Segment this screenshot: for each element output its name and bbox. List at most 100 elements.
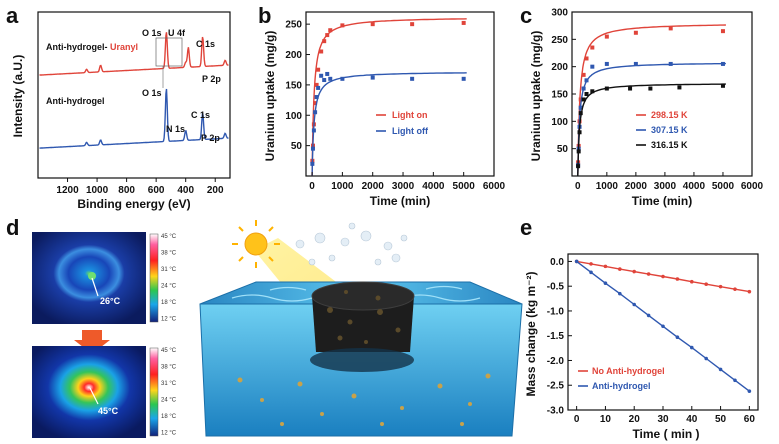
data-point xyxy=(604,86,609,91)
ytick-label: -0.5 xyxy=(547,282,565,293)
legend-316k: 316.15 K xyxy=(651,140,688,150)
data-point xyxy=(314,95,319,100)
data-point xyxy=(589,262,593,266)
data-point xyxy=(718,284,723,289)
colorbar-tick-label: 24 °C xyxy=(161,284,177,290)
colorbar-tick-label: 24 °C xyxy=(161,398,177,404)
fit-curve-1 xyxy=(311,72,467,177)
a-xtick-label: 800 xyxy=(118,185,135,196)
data-point xyxy=(661,324,665,329)
data-point xyxy=(328,76,333,81)
colorbar-tick-label: 38 °C xyxy=(161,365,177,371)
colorbar-tick-label: 38 °C xyxy=(161,251,177,257)
data-point xyxy=(648,86,653,91)
data-point xyxy=(668,61,673,66)
legend-hydrogel: Anti-hydrogel xyxy=(592,381,651,391)
data-point xyxy=(733,378,737,383)
data-point xyxy=(668,26,673,31)
xps-hydrogel-line xyxy=(39,88,229,149)
data-point xyxy=(322,39,327,44)
thermal-label-top: 26°C xyxy=(100,296,121,306)
data-point xyxy=(370,22,375,27)
data-point xyxy=(747,289,752,294)
data-point xyxy=(370,75,375,80)
panel-c-ylabel: Uranium uptake (mg/g) xyxy=(529,31,543,162)
uranyl-particles xyxy=(237,373,491,426)
data-point xyxy=(316,85,321,90)
xtick-label: 6000 xyxy=(741,181,764,192)
ytick-label: 0.0 xyxy=(550,257,564,268)
ytick-label: 250 xyxy=(551,35,568,46)
xtick-label: 30 xyxy=(657,414,669,425)
thermal-label-bottom: 45°C xyxy=(98,406,119,416)
data-point xyxy=(675,277,680,281)
legend-uranyl-prefix: Anti-hydrogel- Uranyl xyxy=(46,42,138,52)
legend-light-off: Light off xyxy=(392,126,429,136)
ytick-label: 50 xyxy=(557,144,569,155)
ytick-label: 150 xyxy=(551,90,568,101)
red-down-arrow xyxy=(74,330,110,354)
panel-e-ylabel: Mass change (kg m⁻²) xyxy=(524,271,538,396)
panel-a-xlabel: Binding energy (eV) xyxy=(77,197,190,211)
data-point xyxy=(675,335,680,340)
panel-e-xlabel: Time ( min ) xyxy=(632,427,699,441)
data-point xyxy=(576,164,581,169)
legend-307k: 307.15 K xyxy=(651,125,688,135)
panel-c-uptake-temp: 0 1000 2000 3000 4000 5000 6000 50 100 150 200 250 3… xyxy=(529,8,764,209)
panel-d-thermal-images: 26°C 45 °C 38 °C 31 °C 24 °C 18 °C 12 °C 45°C… xyxy=(32,232,177,438)
colorbar-tick-label: 12 °C xyxy=(161,431,177,437)
colorbar-tick-label: 45 °C xyxy=(161,234,177,240)
data-point xyxy=(689,279,694,284)
panel-letter-d: d xyxy=(6,215,19,240)
ann-blue-p2p: P 2p xyxy=(201,133,220,143)
data-point xyxy=(747,389,752,393)
data-point xyxy=(590,89,595,94)
uranyl-inset-box xyxy=(155,37,183,67)
xtick-label: 10 xyxy=(600,414,612,425)
data-point xyxy=(618,267,622,271)
data-point xyxy=(632,302,637,307)
data-point xyxy=(319,49,324,54)
xtick-label: 40 xyxy=(686,414,698,425)
data-point xyxy=(720,29,725,34)
data-point xyxy=(718,367,723,372)
colorbar-top xyxy=(149,233,159,323)
panel-a-ylabel: Intensity (a.U.) xyxy=(11,55,25,138)
ytick-label: -1.0 xyxy=(547,306,565,317)
colorbar-top-labels: 45 °C 38 °C 31 °C 24 °C 18 °C 12 °C xyxy=(161,234,177,323)
data-point xyxy=(604,34,609,39)
data-point xyxy=(310,161,315,166)
panel-c-ticks: 0 1000 2000 3000 4000 5000 6000 50 100 150 200 250 3… xyxy=(551,8,763,193)
ytick-label: 100 xyxy=(551,117,568,128)
panel-b-ticks: 0 1000 2000 3000 4000 5000 6000 50 100 150 200 250 xyxy=(285,20,505,192)
xtick-label: 1000 xyxy=(331,181,354,192)
ytick-label: 100 xyxy=(285,111,302,122)
panel-c-xlabel: Time (min) xyxy=(632,194,692,208)
fit-curve-0 xyxy=(577,24,726,177)
colorbar-tick-label: 31 °C xyxy=(161,267,177,273)
data-point xyxy=(633,61,638,66)
thermal-pointer-top xyxy=(91,277,99,297)
colorbar-tick-label: 45 °C xyxy=(161,348,177,354)
legend-298k: 298.15 K xyxy=(651,110,688,120)
panel-letter-c: c xyxy=(520,3,532,28)
fit-curve-1 xyxy=(577,62,726,177)
data-point xyxy=(340,76,345,81)
data-point xyxy=(632,269,637,274)
ytick-label: 250 xyxy=(285,20,302,31)
panel-c-plot xyxy=(576,24,726,177)
ann-red-o1s: O 1s xyxy=(142,28,162,38)
panel-a-x-ticks: 1200 1000 800 600 400 200 xyxy=(56,178,224,196)
data-point xyxy=(410,76,415,81)
data-point xyxy=(604,61,609,66)
panel-a-frame xyxy=(37,11,231,179)
data-point xyxy=(578,105,583,110)
thermal-hotspot-top xyxy=(88,272,96,280)
xtick-label: 5000 xyxy=(453,181,476,192)
data-point xyxy=(733,287,737,291)
fit-curve-0 xyxy=(311,18,467,177)
thermal-pointer-bottom xyxy=(89,387,99,405)
xtick-label: 3000 xyxy=(654,181,677,192)
data-point xyxy=(325,71,330,76)
